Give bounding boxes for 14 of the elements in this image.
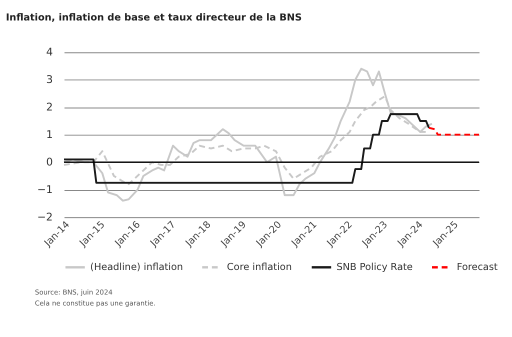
y-tick-label: 2 — [46, 100, 53, 114]
legend-label: Core inflation — [226, 262, 292, 274]
line-series — [63, 68, 433, 202]
y-tick-label: 0 — [46, 156, 54, 169]
legend-label: (Headline) inflation — [90, 262, 184, 274]
legend-label: SNB Policy Rate — [336, 262, 413, 274]
legend-label: Forecast — [456, 262, 498, 274]
line-series — [63, 113, 430, 184]
y-tick-label: 1 — [46, 128, 53, 142]
y-tick-label: −2 — [37, 210, 53, 224]
chart-title: Inflation, inflation de base et taux directeur de la BNS — [6, 12, 302, 24]
y-tick-label: 3 — [46, 73, 53, 86]
y-tick-label: 4 — [46, 46, 54, 59]
y-tick-label: −1 — [37, 183, 53, 196]
